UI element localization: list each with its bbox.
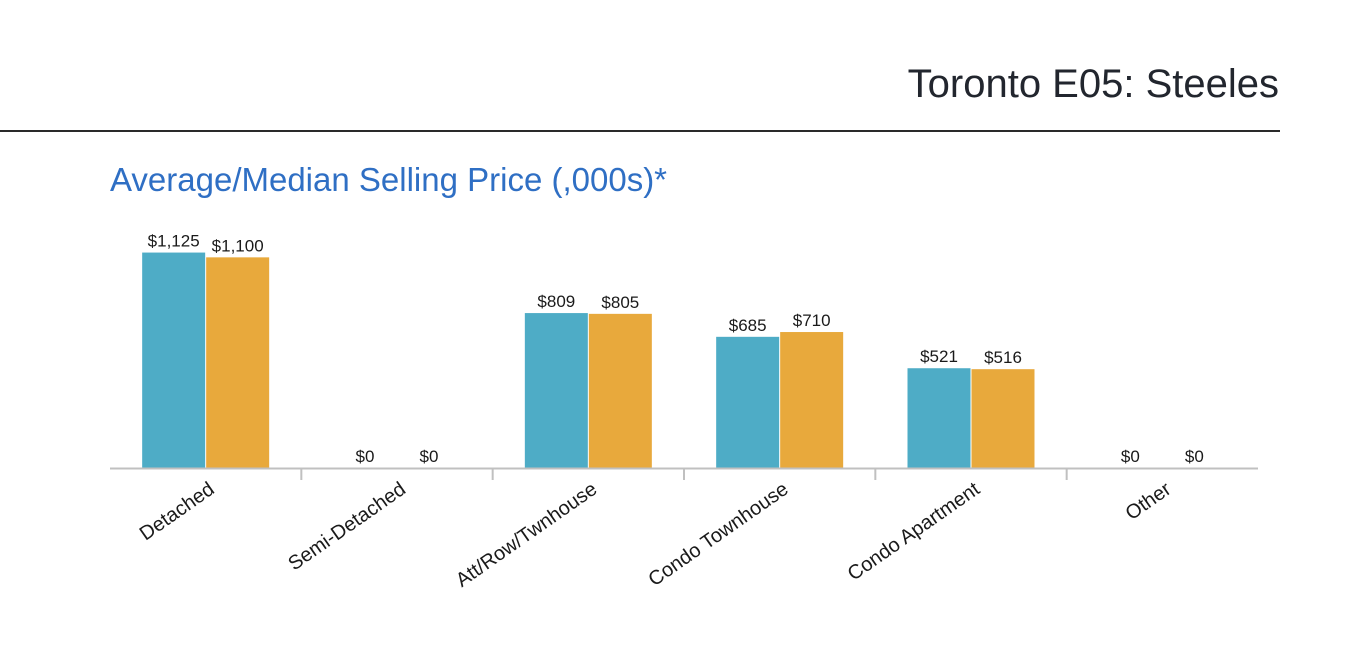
data-label-average-1: $1,125	[148, 232, 200, 251]
x-axis	[110, 467, 1258, 480]
chart-title: Average/Median Selling Price (,000s)*	[110, 161, 668, 198]
x-axis-tick-labels: Detached Semi-Detached Att/Row/Twnhouse Con…	[136, 478, 1176, 592]
x-tick-label-4: Condo Townhouse	[644, 478, 792, 591]
data-label-average-5: $521	[920, 347, 958, 366]
x-tick-label-5: Condo Apartment	[844, 478, 984, 586]
data-label-median-5: $516	[984, 348, 1022, 367]
bar-average-3	[524, 313, 588, 468]
title-divider	[0, 130, 1280, 132]
x-tick-label-6: Other	[1122, 478, 1176, 525]
data-label-average-4: $685	[729, 316, 767, 335]
bar-average-5	[907, 368, 971, 468]
data-label-median-6: $0	[1185, 447, 1204, 466]
data-label-median-3: $805	[601, 293, 639, 312]
data-label-average-2: $0	[356, 447, 375, 466]
page-title: Toronto E05: Steeles	[907, 62, 1279, 106]
x-tick-label-1: Detached	[136, 478, 219, 545]
data-label-average-6: $0	[1121, 447, 1140, 466]
x-tick-label-3: Att/Row/Twnhouse	[452, 478, 601, 592]
bars-layer	[142, 252, 1035, 468]
bar-median-4	[780, 332, 844, 468]
data-labels-layer: $1,125 $1,100 $0 $0 $809 $805 $685 $710 $521 $516…	[148, 232, 1204, 466]
x-tick-label-2: Semi-Detached	[284, 478, 410, 575]
data-label-average-3: $809	[537, 292, 575, 311]
data-label-median-1: $1,100	[212, 236, 264, 255]
data-label-median-2: $0	[420, 447, 439, 466]
bar-median-3	[588, 313, 652, 468]
data-label-median-4: $710	[793, 311, 831, 330]
bar-median-1	[206, 257, 270, 468]
bar-median-5	[971, 369, 1035, 468]
bar-average-1	[142, 252, 206, 468]
bar-average-4	[716, 336, 780, 468]
